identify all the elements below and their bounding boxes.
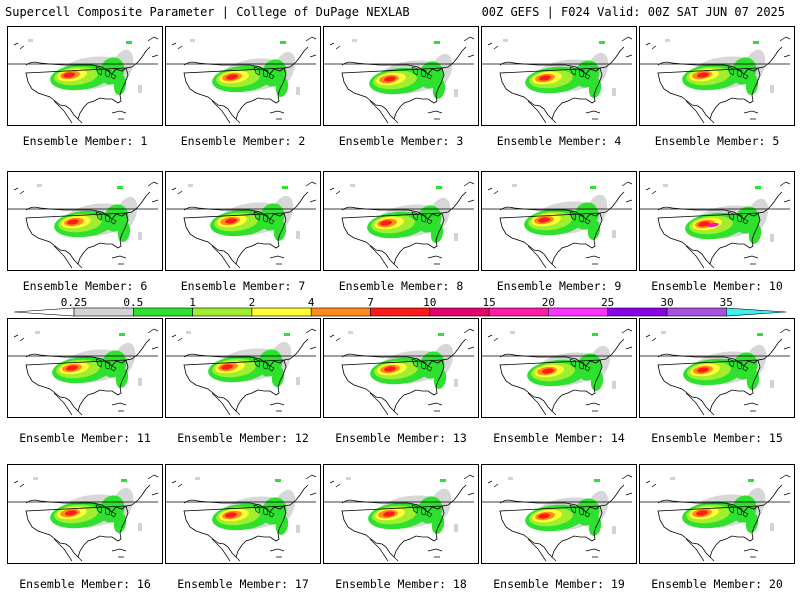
conus-map — [640, 181, 791, 269]
ensemble-map-panel — [481, 171, 637, 271]
colorbar-tick-label: 10 — [423, 296, 436, 309]
ensemble-member-label: Ensemble Member: 4 — [496, 134, 622, 148]
colorbar-tick-label: 0.25 — [61, 296, 88, 309]
ensemble-member-label: Ensemble Member: 1 — [22, 134, 148, 148]
conus-map — [482, 36, 633, 124]
colorbar-tick-label: 20 — [542, 296, 555, 309]
ensemble-member-label: Ensemble Member: 18 — [335, 577, 467, 591]
colorbar-segment — [548, 307, 609, 317]
colorbar-tick-label: 30 — [660, 296, 673, 309]
colorbar-tick-label: 35 — [720, 296, 733, 309]
ensemble-map-panel — [165, 318, 321, 418]
ensemble-member-label: Ensemble Member: 20 — [651, 577, 783, 591]
conus-map — [8, 36, 159, 124]
ensemble-member-label: Ensemble Member: 13 — [335, 431, 467, 445]
ensemble-map-panel — [639, 318, 795, 418]
colorbar-segment — [133, 307, 193, 317]
ensemble-map-panel — [639, 26, 795, 126]
conus-map — [324, 328, 475, 416]
ensemble-map-panel — [323, 464, 479, 564]
conus-map — [166, 328, 317, 416]
ensemble-member-label: Ensemble Member: 2 — [180, 134, 306, 148]
ensemble-map-panel — [323, 26, 479, 126]
colorbar-upper-arrow — [725, 307, 787, 317]
colorbar-segment — [310, 307, 371, 317]
conus-map — [640, 328, 791, 416]
ensemble-map-panel — [481, 318, 637, 418]
colorbar-lower-arrow — [13, 307, 75, 317]
conus-map — [8, 328, 159, 416]
ensemble-member-label: Ensemble Member: 14 — [493, 431, 625, 445]
ensemble-map-panel — [481, 464, 637, 564]
conus-map — [324, 36, 475, 124]
conus-map — [166, 181, 317, 269]
conus-map — [482, 181, 633, 269]
ensemble-map-panel — [165, 464, 321, 564]
conus-map — [166, 36, 317, 124]
colorbar-tick-label: 15 — [482, 296, 495, 309]
ensemble-member-label: Ensemble Member: 3 — [338, 134, 464, 148]
ensemble-map-panel — [7, 464, 163, 564]
ensemble-member-label: Ensemble Member: 9 — [496, 279, 622, 293]
ensemble-map-panel — [165, 171, 321, 271]
ensemble-map-panel — [323, 171, 479, 271]
ensemble-member-label: Ensemble Member: 19 — [493, 577, 625, 591]
colorbar-segment — [370, 307, 431, 317]
colorbar-tick-label: 1 — [189, 296, 196, 309]
ensemble-map-panel — [7, 318, 163, 418]
colorbar-tick-label: 7 — [367, 296, 374, 309]
ensemble-member-label: Ensemble Member: 16 — [19, 577, 151, 591]
ensemble-map-panel — [639, 464, 795, 564]
colorbar-tick-label: 4 — [308, 296, 315, 309]
conus-map — [324, 474, 475, 562]
ensemble-member-label: Ensemble Member: 8 — [338, 279, 464, 293]
ensemble-map-panel — [323, 318, 479, 418]
colorbar-tick-label: 0.5 — [123, 296, 143, 309]
ensemble-map-panel — [7, 26, 163, 126]
conus-map — [324, 181, 475, 269]
ensemble-map-panel — [165, 26, 321, 126]
ensemble-member-label: Ensemble Member: 7 — [180, 279, 306, 293]
colorbar-segment — [251, 307, 312, 317]
conus-map — [8, 181, 159, 269]
ensemble-member-label: Ensemble Member: 6 — [22, 279, 148, 293]
conus-map — [482, 328, 633, 416]
colorbar-segment — [192, 307, 253, 317]
ensemble-member-label: Ensemble Member: 17 — [177, 577, 309, 591]
conus-map — [8, 474, 159, 562]
colorbar-segment — [607, 307, 668, 317]
colorbar-segment — [488, 307, 549, 317]
ensemble-member-label: Ensemble Member: 15 — [651, 431, 783, 445]
conus-map — [166, 474, 317, 562]
colorbar-segment — [429, 307, 490, 317]
colorbar-segment — [666, 307, 727, 317]
ensemble-member-label: Ensemble Member: 11 — [19, 431, 151, 445]
ensemble-map-panel — [7, 171, 163, 271]
colorbar-tick-label: 2 — [249, 296, 256, 309]
ensemble-map-panel — [481, 26, 637, 126]
ensemble-map-panel — [639, 171, 795, 271]
chart-title: Supercell Composite Parameter | College … — [5, 5, 410, 19]
conus-map — [482, 474, 633, 562]
colorbar-tick-label: 25 — [601, 296, 614, 309]
conus-map — [640, 474, 791, 562]
colorbar-segment — [73, 307, 134, 317]
valid-time-label: 00Z GEFS | F024 Valid: 00Z SAT JUN 07 20… — [481, 5, 785, 19]
ensemble-member-label: Ensemble Member: 5 — [654, 134, 780, 148]
conus-map — [640, 36, 791, 124]
colorbar: 0.25 0.5 1 2 4 7 10 15 20 25 30 35 — [13, 296, 787, 317]
ensemble-member-label: Ensemble Member: 10 — [651, 279, 783, 293]
ensemble-member-label: Ensemble Member: 12 — [177, 431, 309, 445]
